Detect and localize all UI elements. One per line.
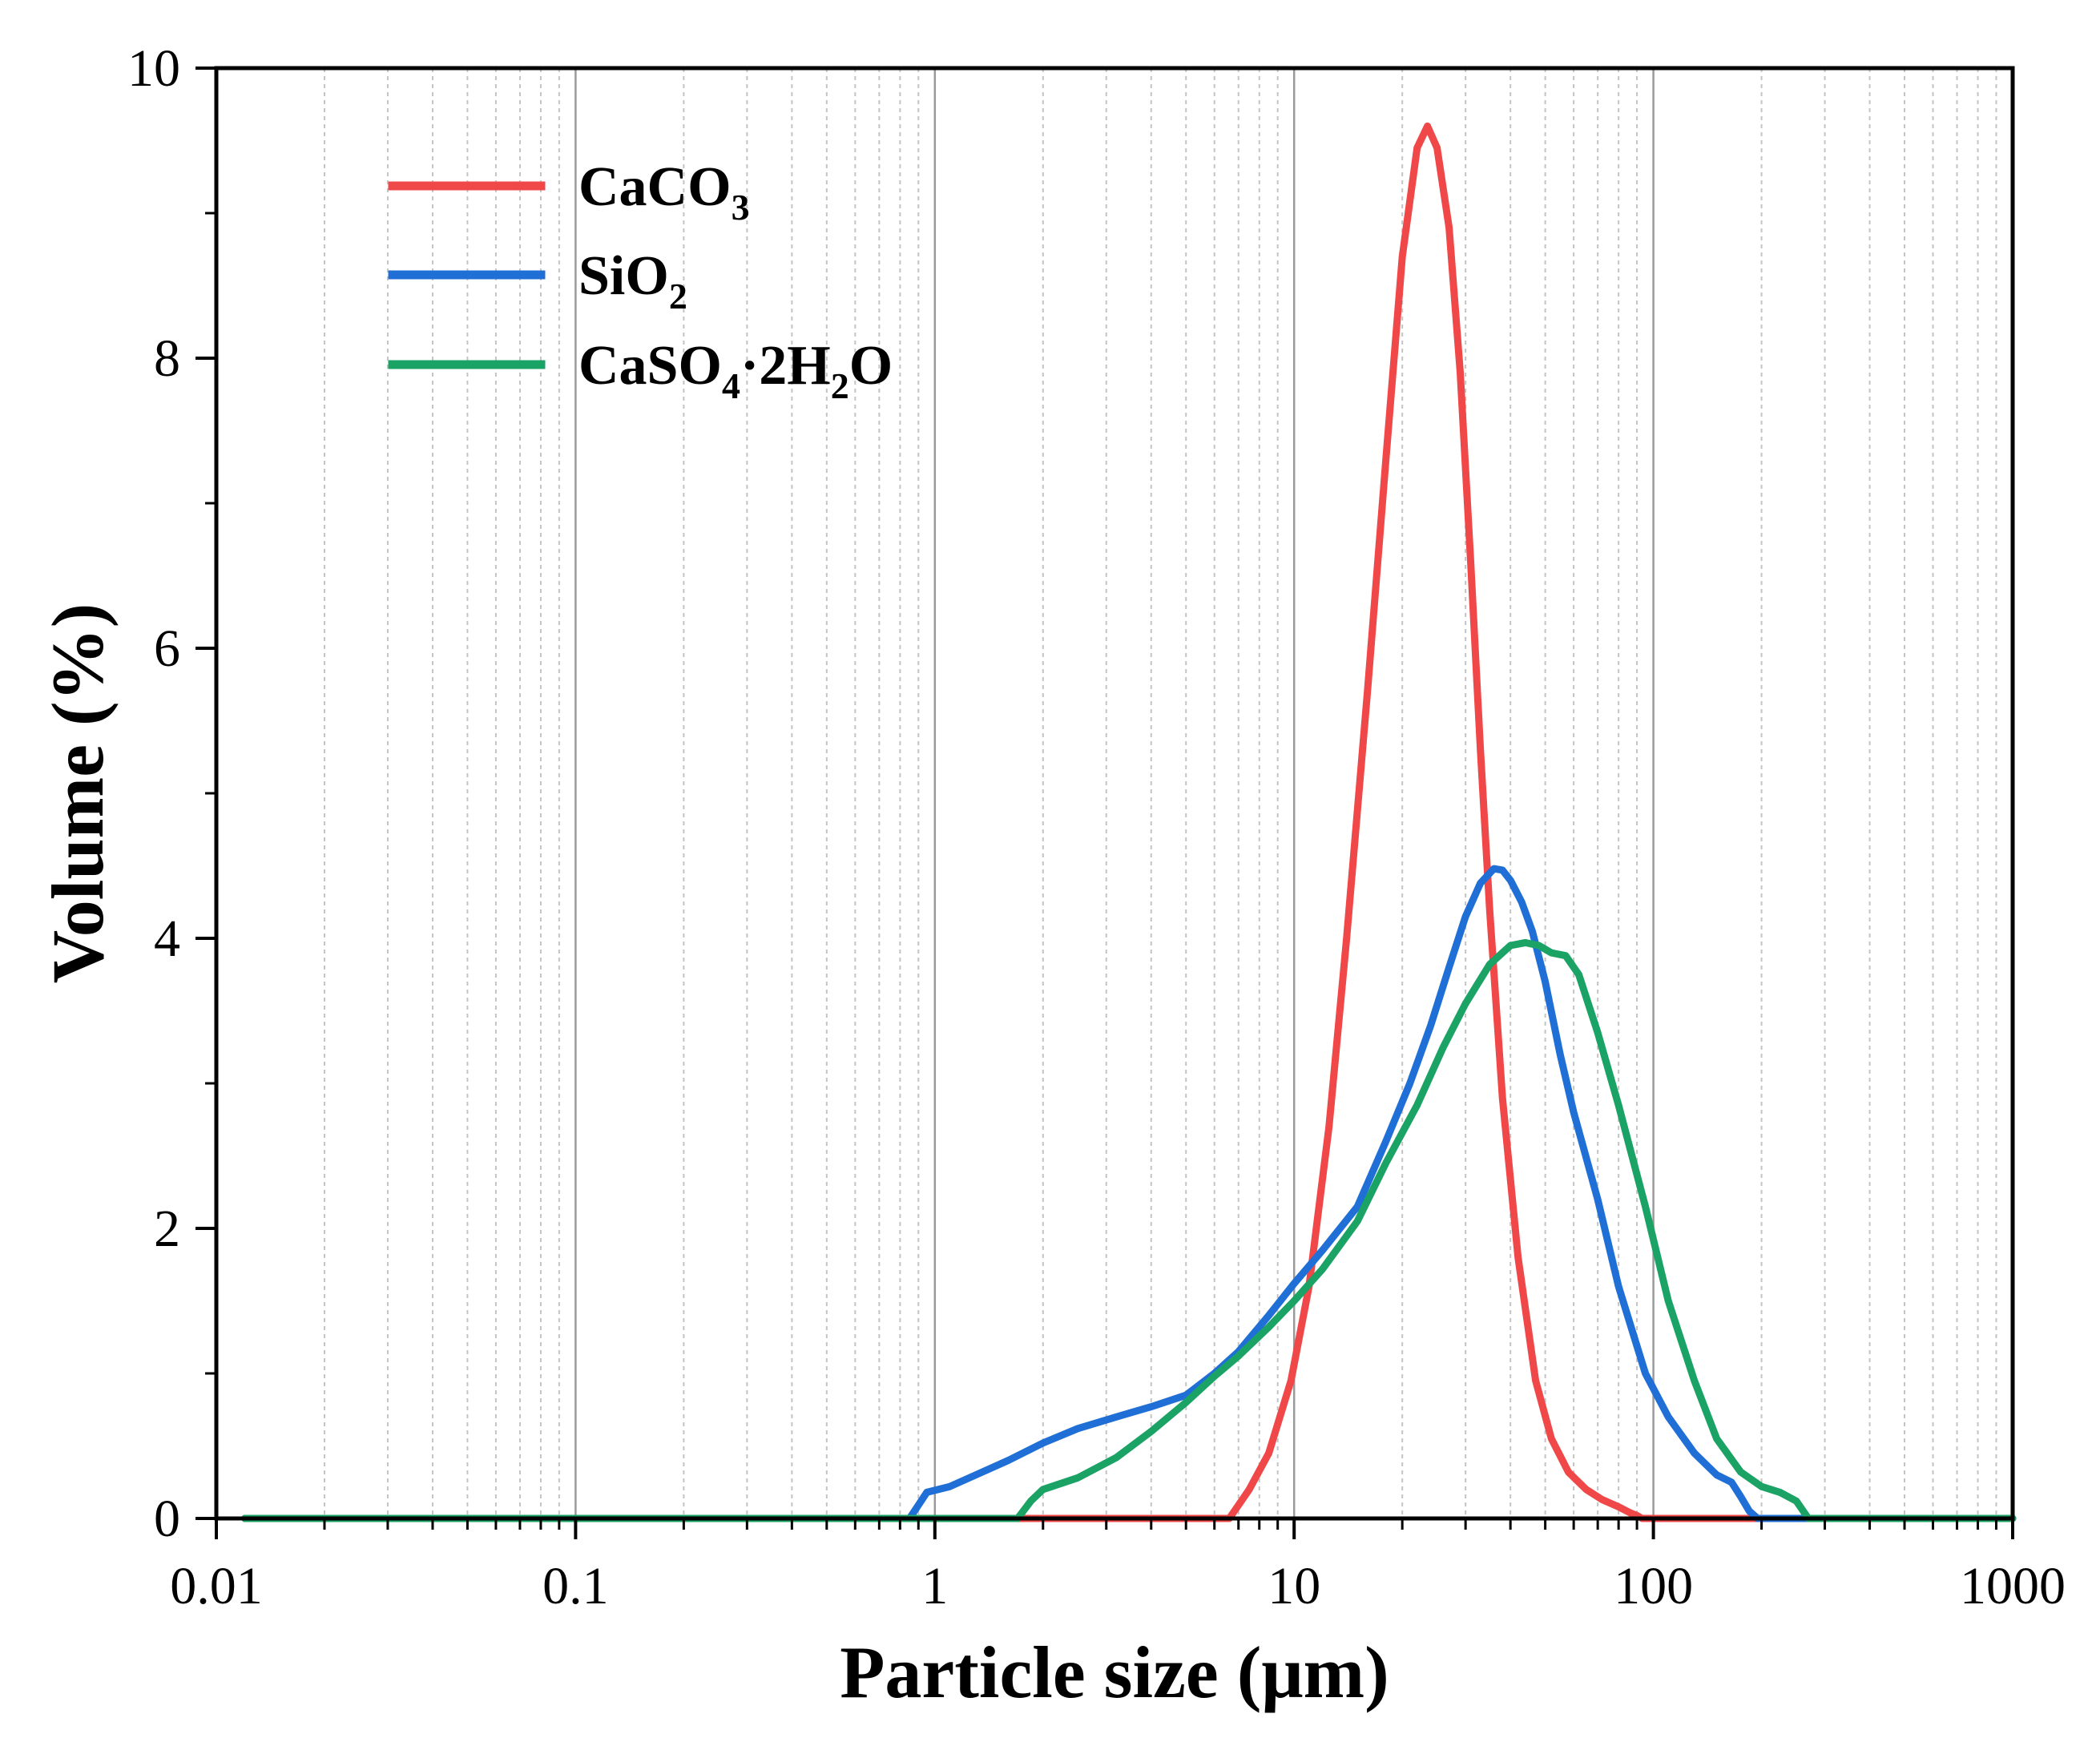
y-tick-label: 2 xyxy=(154,1200,180,1258)
legend-subscript: 2 xyxy=(669,276,687,317)
x-tick-label: 1 xyxy=(921,1557,948,1615)
legend-label: CaCO3 xyxy=(578,156,750,228)
y-tick-label: 4 xyxy=(154,909,180,968)
x-tick-label: 0.1 xyxy=(542,1557,609,1615)
x-tick-label: 0.01 xyxy=(170,1557,263,1615)
legend-text-part: SiO xyxy=(578,245,669,307)
series-line-sio2 xyxy=(241,865,2017,1522)
legend-subscript: 3 xyxy=(732,187,750,228)
y-tick-label: 10 xyxy=(127,39,180,98)
tick-labels: 0.01 0.1 1 10 100 1000 0 2 4 6 8 10 xyxy=(127,39,2066,1615)
axis-ticks xyxy=(195,67,2014,1539)
x-tick-label: 100 xyxy=(1614,1557,1693,1615)
legend-text-part: ·2H xyxy=(740,335,831,397)
x-tick-label: 10 xyxy=(1268,1557,1320,1615)
legend-text-part: CaSO xyxy=(578,335,722,397)
series-line-caso4-2h2o xyxy=(241,938,2017,1522)
y-tick-label: 8 xyxy=(154,329,180,388)
grid xyxy=(323,68,1997,1518)
y-tick-label: 0 xyxy=(154,1490,180,1548)
legend-text-part: O xyxy=(849,335,893,397)
y-tick-label: 6 xyxy=(154,619,180,678)
x-tick-label: 1000 xyxy=(1960,1557,2066,1615)
legend-label: SiO2 xyxy=(578,245,687,317)
legend-subscript: 4 xyxy=(722,365,740,406)
x-axis-title: Particle size (μm) xyxy=(840,1631,1389,1713)
legend-subscript: 2 xyxy=(831,365,849,406)
y-axis-title: Volume (%) xyxy=(37,603,119,983)
legend-text-part: CaCO xyxy=(578,156,732,218)
legend-label: CaSO4·2H2O xyxy=(578,335,893,406)
series-group xyxy=(241,122,2017,1522)
